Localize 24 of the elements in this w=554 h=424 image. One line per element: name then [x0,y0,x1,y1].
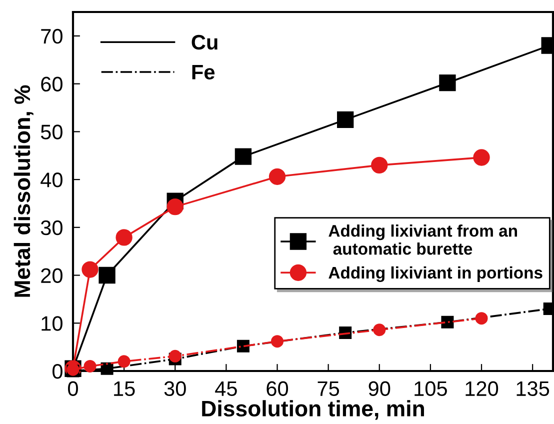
x-tick-label: 105 [414,381,447,396]
annotation: Cu [192,34,218,50]
annotation: Fe [192,64,215,80]
x-tick-label: 90 [368,381,390,396]
x-tick-label: 45 [215,381,237,396]
x-tick-label: 120 [466,381,498,396]
x-tick-label: 135 [516,381,550,396]
x-tick-label: 15 [114,381,135,396]
y-tick-label: 60 [41,76,62,92]
y-axis-title: Metal dissolution, % [14,85,34,297]
y-tick-label: 30 [40,220,62,236]
x-axis-title: Dissolution time, min [202,400,424,420]
y-tick-label: 0 [52,364,62,379]
y-tick-label: 20 [41,268,62,284]
y-tick-label: 10 [42,316,62,331]
y-tick-label: 40 [40,172,62,188]
x-tick-label: 30 [164,381,186,396]
x-tick-label: 0 [68,381,78,396]
x-tick-label: 60 [266,381,288,396]
y-tick-label: 50 [40,124,62,140]
legend-label: Adding lixiviant from an automatic burette [328,224,517,255]
y-tick-label: 70 [41,28,62,44]
x-tick-label: 75 [318,381,340,396]
legend-label: Adding lixiviant in portions [328,266,542,282]
